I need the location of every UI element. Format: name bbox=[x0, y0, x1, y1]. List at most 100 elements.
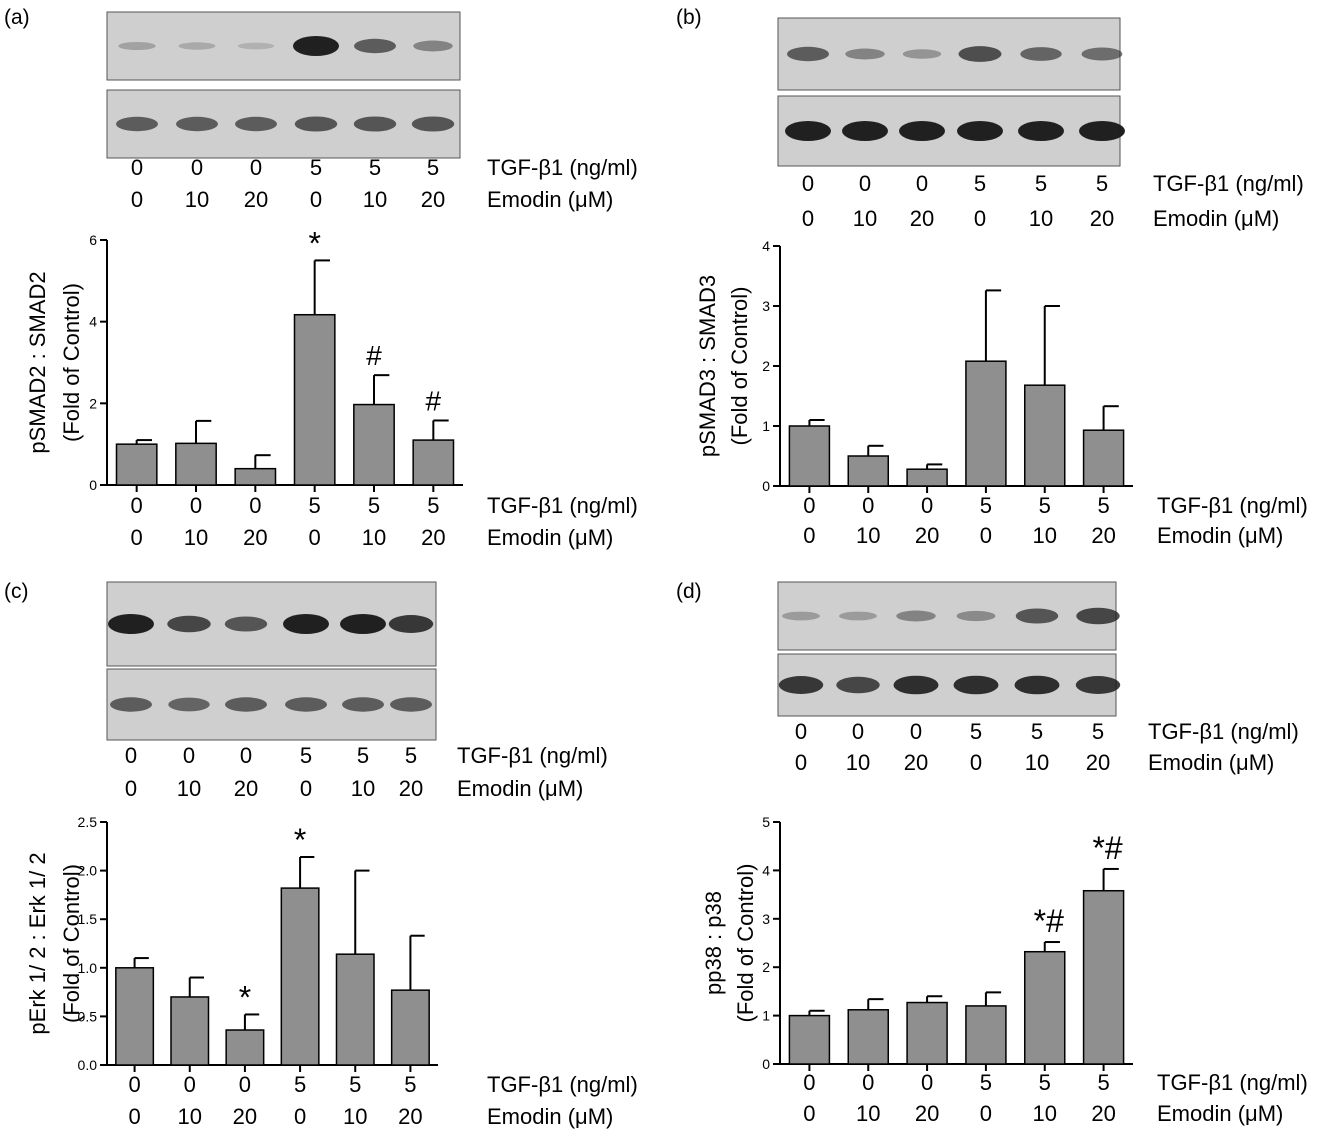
blot-band bbox=[782, 611, 820, 621]
y-axis-label: (Fold of Control) bbox=[733, 864, 758, 1023]
blot-band bbox=[902, 49, 942, 59]
panel-d: (d)0 0 0 5 5 5 TGF-β1 (ng/ml)0 10 20 0 10 20 Emodin … bbox=[676, 580, 1308, 1126]
western-blot-total bbox=[777, 653, 1121, 717]
emodin-row: 0 10 20 0 10 20 Emodin (μM) bbox=[803, 1101, 1283, 1126]
tgf-beta1-value: 5 bbox=[294, 1072, 306, 1097]
y-tick-label: 0 bbox=[762, 478, 770, 494]
tgf-beta1-row: 0 0 0 5 5 5 TGF-β1 (ng/ml) bbox=[803, 493, 1307, 518]
blot-background bbox=[106, 668, 437, 741]
y-tick-label: 2 bbox=[762, 358, 770, 374]
y-tick-label: 2.5 bbox=[78, 814, 98, 830]
y-tick-label: 4 bbox=[762, 862, 770, 878]
blot-band bbox=[836, 676, 880, 694]
y-axis-label: (Fold of Control) bbox=[727, 287, 752, 446]
blot-band bbox=[1014, 675, 1060, 695]
blot-band bbox=[1020, 47, 1062, 61]
tgf-beta1-value: 5 bbox=[405, 743, 417, 768]
tgf-beta1-value: 5 bbox=[349, 1072, 361, 1097]
blot-band bbox=[956, 610, 996, 622]
blot-band bbox=[235, 116, 277, 132]
tgf-beta1-value: 0 bbox=[131, 493, 143, 518]
tgf-beta1-value: 5 bbox=[404, 1072, 416, 1097]
tgf-beta1-value: 5 bbox=[1096, 171, 1108, 196]
significance-marker: * bbox=[294, 822, 306, 858]
emodin-value: 0 bbox=[802, 206, 814, 231]
tgf-beta1-label: TGF-β1 (ng/ml) bbox=[1148, 719, 1299, 744]
emodin-value: 0 bbox=[980, 523, 992, 548]
emodin-value: 10 bbox=[177, 776, 201, 801]
panel-label: (b) bbox=[676, 6, 702, 29]
tgf-beta1-value: 5 bbox=[1097, 493, 1109, 518]
tgf-beta1-value: 0 bbox=[862, 493, 874, 518]
blot-band bbox=[342, 697, 384, 712]
y-tick-label: 1.0 bbox=[78, 960, 98, 976]
emodin-value: 0 bbox=[300, 776, 312, 801]
blot-band bbox=[108, 614, 154, 634]
blot-band bbox=[168, 697, 210, 712]
tgf-beta1-value: 5 bbox=[369, 155, 381, 180]
bar bbox=[390, 989, 430, 1066]
blot-band bbox=[1079, 121, 1125, 141]
blot-band bbox=[1015, 608, 1059, 624]
significance-marker: * bbox=[239, 979, 251, 1015]
blot-band bbox=[1075, 676, 1121, 694]
significance-marker: * bbox=[308, 225, 320, 261]
bar bbox=[335, 953, 375, 1066]
bar bbox=[353, 403, 395, 486]
emodin-value: 10 bbox=[185, 187, 209, 212]
emodin-value: 20 bbox=[421, 187, 445, 212]
blot-background bbox=[106, 89, 461, 159]
blot-band bbox=[411, 116, 455, 132]
tgf-beta1-row: 0 0 0 5 5 5 TGF-β1 (ng/ml) bbox=[131, 493, 638, 518]
y-tick-label: 5 bbox=[762, 814, 770, 830]
y-tick-label: 0.5 bbox=[78, 1008, 98, 1024]
emodin-value: 0 bbox=[970, 750, 982, 775]
blot-band bbox=[225, 697, 267, 712]
tgf-beta1-row: 0 0 0 5 5 5 TGF-β1 (ng/ml) bbox=[131, 155, 638, 180]
y-tick-label: 3 bbox=[762, 298, 770, 314]
panel-label: (a) bbox=[4, 6, 30, 29]
tgf-beta1-value: 0 bbox=[921, 493, 933, 518]
bar bbox=[1082, 889, 1125, 1065]
blot-band bbox=[353, 116, 397, 132]
tgf-beta1-value: 0 bbox=[183, 743, 195, 768]
blot-band bbox=[1076, 607, 1120, 625]
blot-background bbox=[777, 581, 1117, 651]
tgf-beta1-value: 0 bbox=[802, 171, 814, 196]
y-tick-label: 0 bbox=[762, 1056, 770, 1072]
tgf-beta1-row: 0 0 0 5 5 5 TGF-β1 (ng/ml) bbox=[128, 1072, 637, 1097]
bar bbox=[965, 360, 1007, 487]
significance-marker: *# bbox=[1034, 903, 1064, 939]
blot-band bbox=[845, 48, 885, 60]
emodin-label: Emodin (μM) bbox=[1153, 206, 1279, 231]
y-tick-label: 3 bbox=[762, 911, 770, 927]
bar bbox=[234, 467, 277, 486]
emodin-value: 20 bbox=[398, 1104, 422, 1129]
emodin-label: Emodin (μM) bbox=[487, 525, 613, 550]
emodin-value: 0 bbox=[128, 1104, 140, 1129]
emodin-row: 0 10 20 0 10 20 Emodin (μM) bbox=[795, 750, 1275, 775]
western-blot-phospho bbox=[777, 581, 1120, 651]
bar bbox=[175, 442, 217, 486]
tgf-beta1-value: 0 bbox=[191, 155, 203, 180]
tgf-beta1-value: 5 bbox=[310, 155, 322, 180]
bar bbox=[965, 1005, 1007, 1065]
blot-band bbox=[787, 46, 829, 62]
y-axis-label: pSMAD3 : SMAD3 bbox=[695, 275, 720, 457]
bar bbox=[1023, 950, 1066, 1065]
emodin-value: 0 bbox=[803, 1101, 815, 1126]
blot-band bbox=[237, 42, 275, 50]
blot-band bbox=[899, 121, 945, 141]
emodin-row: 0 10 20 0 10 20 Emodin (μM) bbox=[803, 523, 1283, 548]
y-axis-label: (Fold of Control) bbox=[59, 864, 84, 1023]
emodin-value: 10 bbox=[184, 525, 208, 550]
blot-band bbox=[390, 697, 432, 712]
emodin-value: 20 bbox=[1090, 206, 1114, 231]
tgf-beta1-label: TGF-β1 (ng/ml) bbox=[487, 155, 638, 180]
emodin-value: 10 bbox=[856, 523, 880, 548]
emodin-row: 0 10 20 0 10 20 Emodin (μM) bbox=[131, 525, 614, 550]
emodin-label: Emodin (μM) bbox=[487, 187, 613, 212]
emodin-value: 20 bbox=[421, 525, 445, 550]
blot-band bbox=[893, 675, 939, 695]
